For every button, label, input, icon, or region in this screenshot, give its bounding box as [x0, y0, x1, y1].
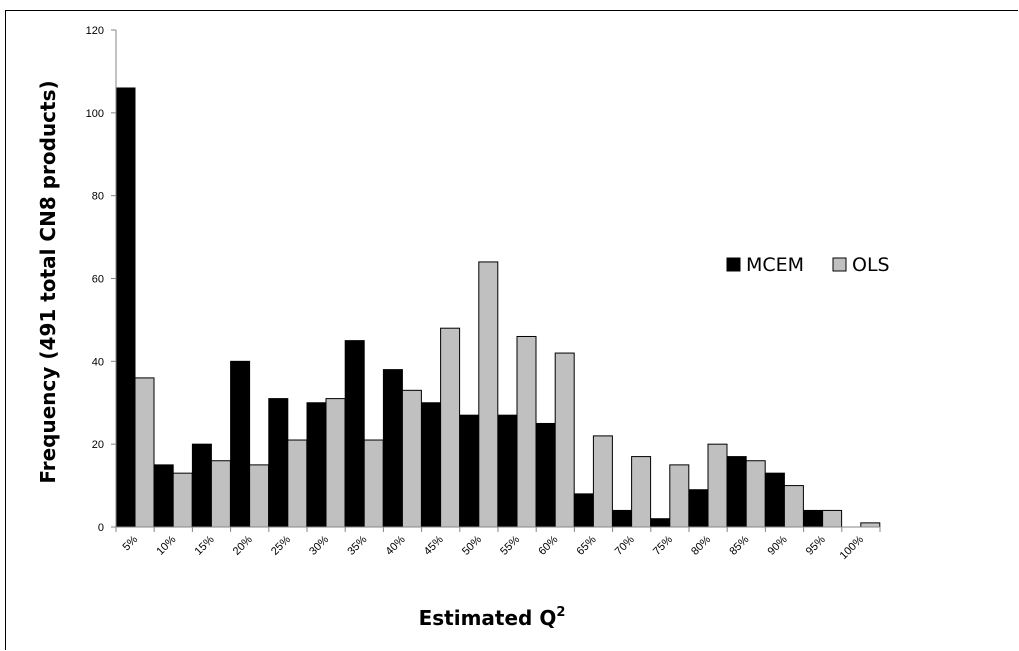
bar-ols-40pct — [401, 389, 422, 528]
y-tick-label: 80 — [92, 191, 104, 203]
bar-ols-30pct — [325, 398, 346, 528]
x-tick-label: 20% — [231, 533, 255, 557]
bar-ols-50pct — [478, 261, 499, 528]
y-tick-label: 0 — [98, 522, 104, 534]
x-tick-label: 90% — [766, 533, 790, 557]
bar-ols-70pct — [631, 456, 652, 528]
bar-ols-5pct — [134, 377, 155, 528]
bar-ols-95pct — [822, 509, 843, 528]
ticks-group: 0 20 40 60 80 100 120 5% 10% 15% 20% 25% 30% 35% 40% 45… — [86, 25, 881, 562]
bar-mcem-45pct — [421, 402, 442, 528]
bar-mcem-15pct — [191, 443, 212, 528]
legend-label-ols: OLS — [852, 254, 890, 276]
bar-mcem-70pct — [612, 509, 633, 528]
x-tick-label: 60% — [536, 533, 560, 557]
bar-mcem-85pct — [726, 456, 747, 528]
bar-ols-15pct — [210, 460, 231, 528]
y-tick-label: 40 — [92, 356, 104, 368]
x-tick-label: 45% — [422, 533, 446, 557]
bar-ols-45pct — [440, 327, 461, 528]
bar-mcem-80pct — [688, 489, 709, 528]
bar-ols-25pct — [287, 439, 308, 528]
bar-mcem-35pct — [344, 340, 365, 528]
bar-mcem-20pct — [230, 360, 251, 528]
bar-mcem-90pct — [764, 472, 785, 528]
bar-ols-60pct — [554, 352, 575, 528]
bar-mcem-50pct — [459, 414, 480, 528]
bars-group — [115, 87, 881, 528]
x-tick-label: 15% — [193, 533, 217, 557]
y-tick-label: 60 — [92, 274, 104, 286]
x-tick-label: 80% — [689, 533, 713, 557]
bar-ols-85pct — [745, 460, 766, 528]
bar-ols-100pct — [860, 522, 881, 528]
x-tick-label: 55% — [498, 533, 522, 557]
x-tick-label: 5% — [120, 533, 140, 553]
y-tick-label: 20 — [92, 439, 104, 451]
bar-ols-20pct — [249, 464, 270, 528]
bar-mcem-25pct — [268, 398, 289, 528]
x-axis-title-superscript: 2 — [556, 605, 565, 620]
x-tick-label: 95% — [804, 533, 828, 557]
x-tick-label: 100% — [838, 533, 867, 562]
bar-ols-35pct — [363, 439, 384, 528]
bar-ols-55pct — [516, 335, 537, 528]
x-tick-label: 50% — [460, 533, 484, 557]
bar-mcem-40pct — [382, 369, 403, 528]
legend-swatch-ols — [832, 257, 847, 272]
x-tick-label: 10% — [154, 533, 178, 557]
x-tick-label: 85% — [727, 533, 751, 557]
legend-swatch-mcem — [726, 257, 741, 272]
y-tick-label: 120 — [86, 25, 104, 37]
x-tick-label: 30% — [307, 533, 331, 557]
y-axis-title: Frequency (491 total CN8 products) — [36, 80, 60, 483]
chart-frame — [5, 10, 1018, 650]
x-tick-label: 70% — [613, 533, 637, 557]
bar-mcem-95pct — [803, 509, 824, 528]
x-axis-title: Estimated Q2 — [419, 605, 566, 630]
bar-mcem-75pct — [650, 518, 671, 528]
x-axis-title-text: Estimated Q — [419, 606, 557, 630]
x-tick-label: 75% — [651, 533, 675, 557]
bar-mcem-5pct — [115, 87, 136, 528]
bar-mcem-55pct — [497, 414, 518, 528]
x-tick-label: 40% — [384, 533, 408, 557]
legend-label-mcem: MCEM — [746, 254, 804, 276]
x-tick-label: 35% — [345, 533, 369, 557]
bar-mcem-65pct — [573, 493, 594, 528]
bar-ols-75pct — [669, 464, 690, 528]
bar-ols-80pct — [707, 443, 728, 528]
bar-mcem-30pct — [306, 402, 327, 528]
bar-mcem-10pct — [153, 464, 174, 528]
legend: MCEM OLS — [726, 254, 890, 276]
bar-mcem-60pct — [535, 422, 556, 528]
bar-ols-65pct — [592, 435, 613, 528]
x-tick-label: 65% — [575, 533, 599, 557]
bar-ols-10pct — [172, 472, 193, 528]
y-tick-label: 100 — [86, 108, 104, 120]
x-tick-label: 25% — [269, 533, 293, 557]
bar-ols-90pct — [783, 485, 804, 528]
